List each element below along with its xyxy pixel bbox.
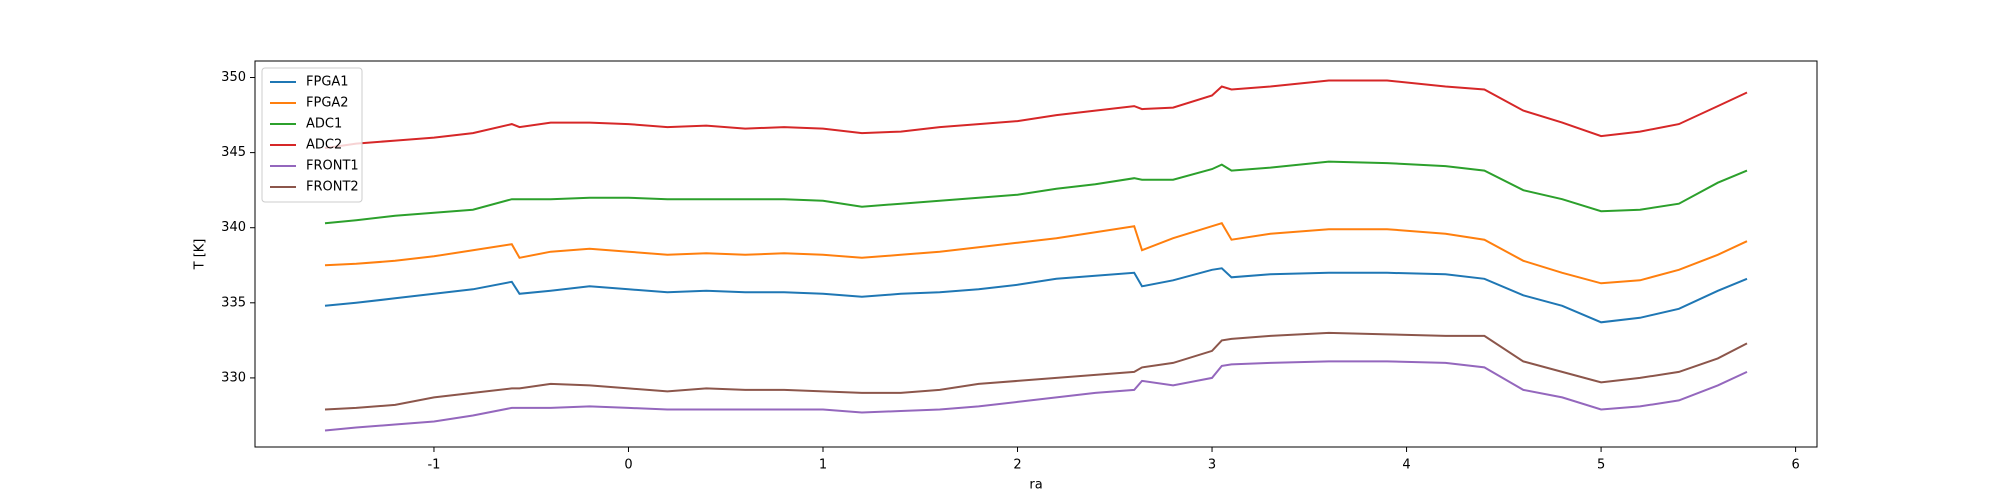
plot-frame (254, 60, 1818, 448)
x-tick-label: 0 (624, 458, 632, 473)
series-line (324, 360, 1748, 432)
legend-label: FRONT1 (306, 159, 359, 174)
y-tick-label: 340 (221, 220, 246, 235)
legend-label: FPGA2 (306, 96, 349, 111)
x-tick-label: 1 (819, 458, 827, 473)
x-axis-label: ra (1029, 478, 1042, 493)
x-tick-label: 6 (1791, 458, 1799, 473)
y-tick-label: 335 (221, 295, 246, 310)
x-tick-label: 3 (1208, 458, 1216, 473)
legend-label: ADC2 (306, 138, 342, 153)
y-tick-label: 350 (221, 70, 246, 85)
y-tick-label: 330 (221, 370, 246, 385)
series-line (324, 331, 1748, 411)
x-tick-label: 4 (1402, 458, 1410, 473)
x-tick-label: -1 (427, 458, 440, 473)
x-tick-label: 2 (1013, 458, 1021, 473)
series-line (324, 222, 1748, 285)
legend-label: FPGA1 (306, 75, 349, 90)
x-tick-label: 5 (1597, 458, 1605, 473)
series-line (324, 267, 1748, 324)
series-line (324, 79, 1748, 150)
y-axis-label: T [K] (193, 239, 208, 271)
legend-label: ADC1 (306, 117, 342, 132)
y-tick-label: 345 (221, 145, 246, 160)
legend-box (261, 67, 363, 203)
legend-label: FRONT2 (306, 180, 359, 195)
series-line (324, 160, 1748, 225)
